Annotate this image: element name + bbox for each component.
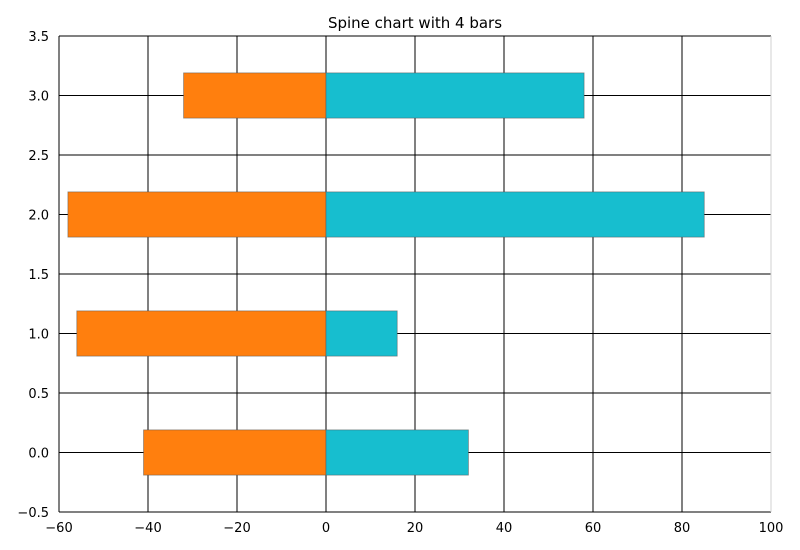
- chart-title: Spine chart with 4 bars: [328, 14, 502, 32]
- x-tick-label: 60: [585, 521, 602, 536]
- y-tick-label: −0.5: [17, 506, 49, 521]
- bar-positive-1: [325, 310, 398, 357]
- y-tick-label: 3.5: [28, 30, 49, 45]
- y-tick-label: 1.0: [28, 328, 49, 343]
- bar-positive-2: [325, 191, 705, 238]
- y-tick-label: 1.5: [28, 268, 49, 283]
- y-tick-label: 0.0: [28, 447, 49, 462]
- axes: [58, 35, 772, 513]
- x-tick-label: −20: [223, 521, 250, 536]
- bar-positive-3: [325, 72, 585, 119]
- x-tick-label: −40: [134, 521, 161, 536]
- x-tick-label: 0: [322, 521, 330, 536]
- bar-negative-0: [143, 429, 327, 476]
- x-tick-label: 40: [496, 521, 513, 536]
- y-tick-label: 3.0: [28, 90, 49, 105]
- x-tick-label: 80: [674, 521, 691, 536]
- x-tick-label: −60: [45, 521, 72, 536]
- bar-negative-3: [183, 72, 327, 119]
- x-tick-label: 20: [407, 521, 424, 536]
- y-tick-label: 2.5: [28, 149, 49, 164]
- y-tick-label: 0.5: [28, 387, 49, 402]
- x-axis-ticks: −60 −40 −20 0 20 40 60 80 100: [45, 521, 783, 536]
- bars: [67, 72, 705, 476]
- bar-negative-1: [76, 310, 327, 357]
- y-axis-ticks: −0.5 0.0 0.5 1.0 1.5 2.0 2.5 3.0 3.5: [17, 30, 49, 521]
- y-tick-label: 2.0: [28, 209, 49, 224]
- bar-positive-0: [325, 429, 469, 476]
- x-tick-label: 100: [759, 521, 784, 536]
- bar-negative-2: [67, 191, 327, 238]
